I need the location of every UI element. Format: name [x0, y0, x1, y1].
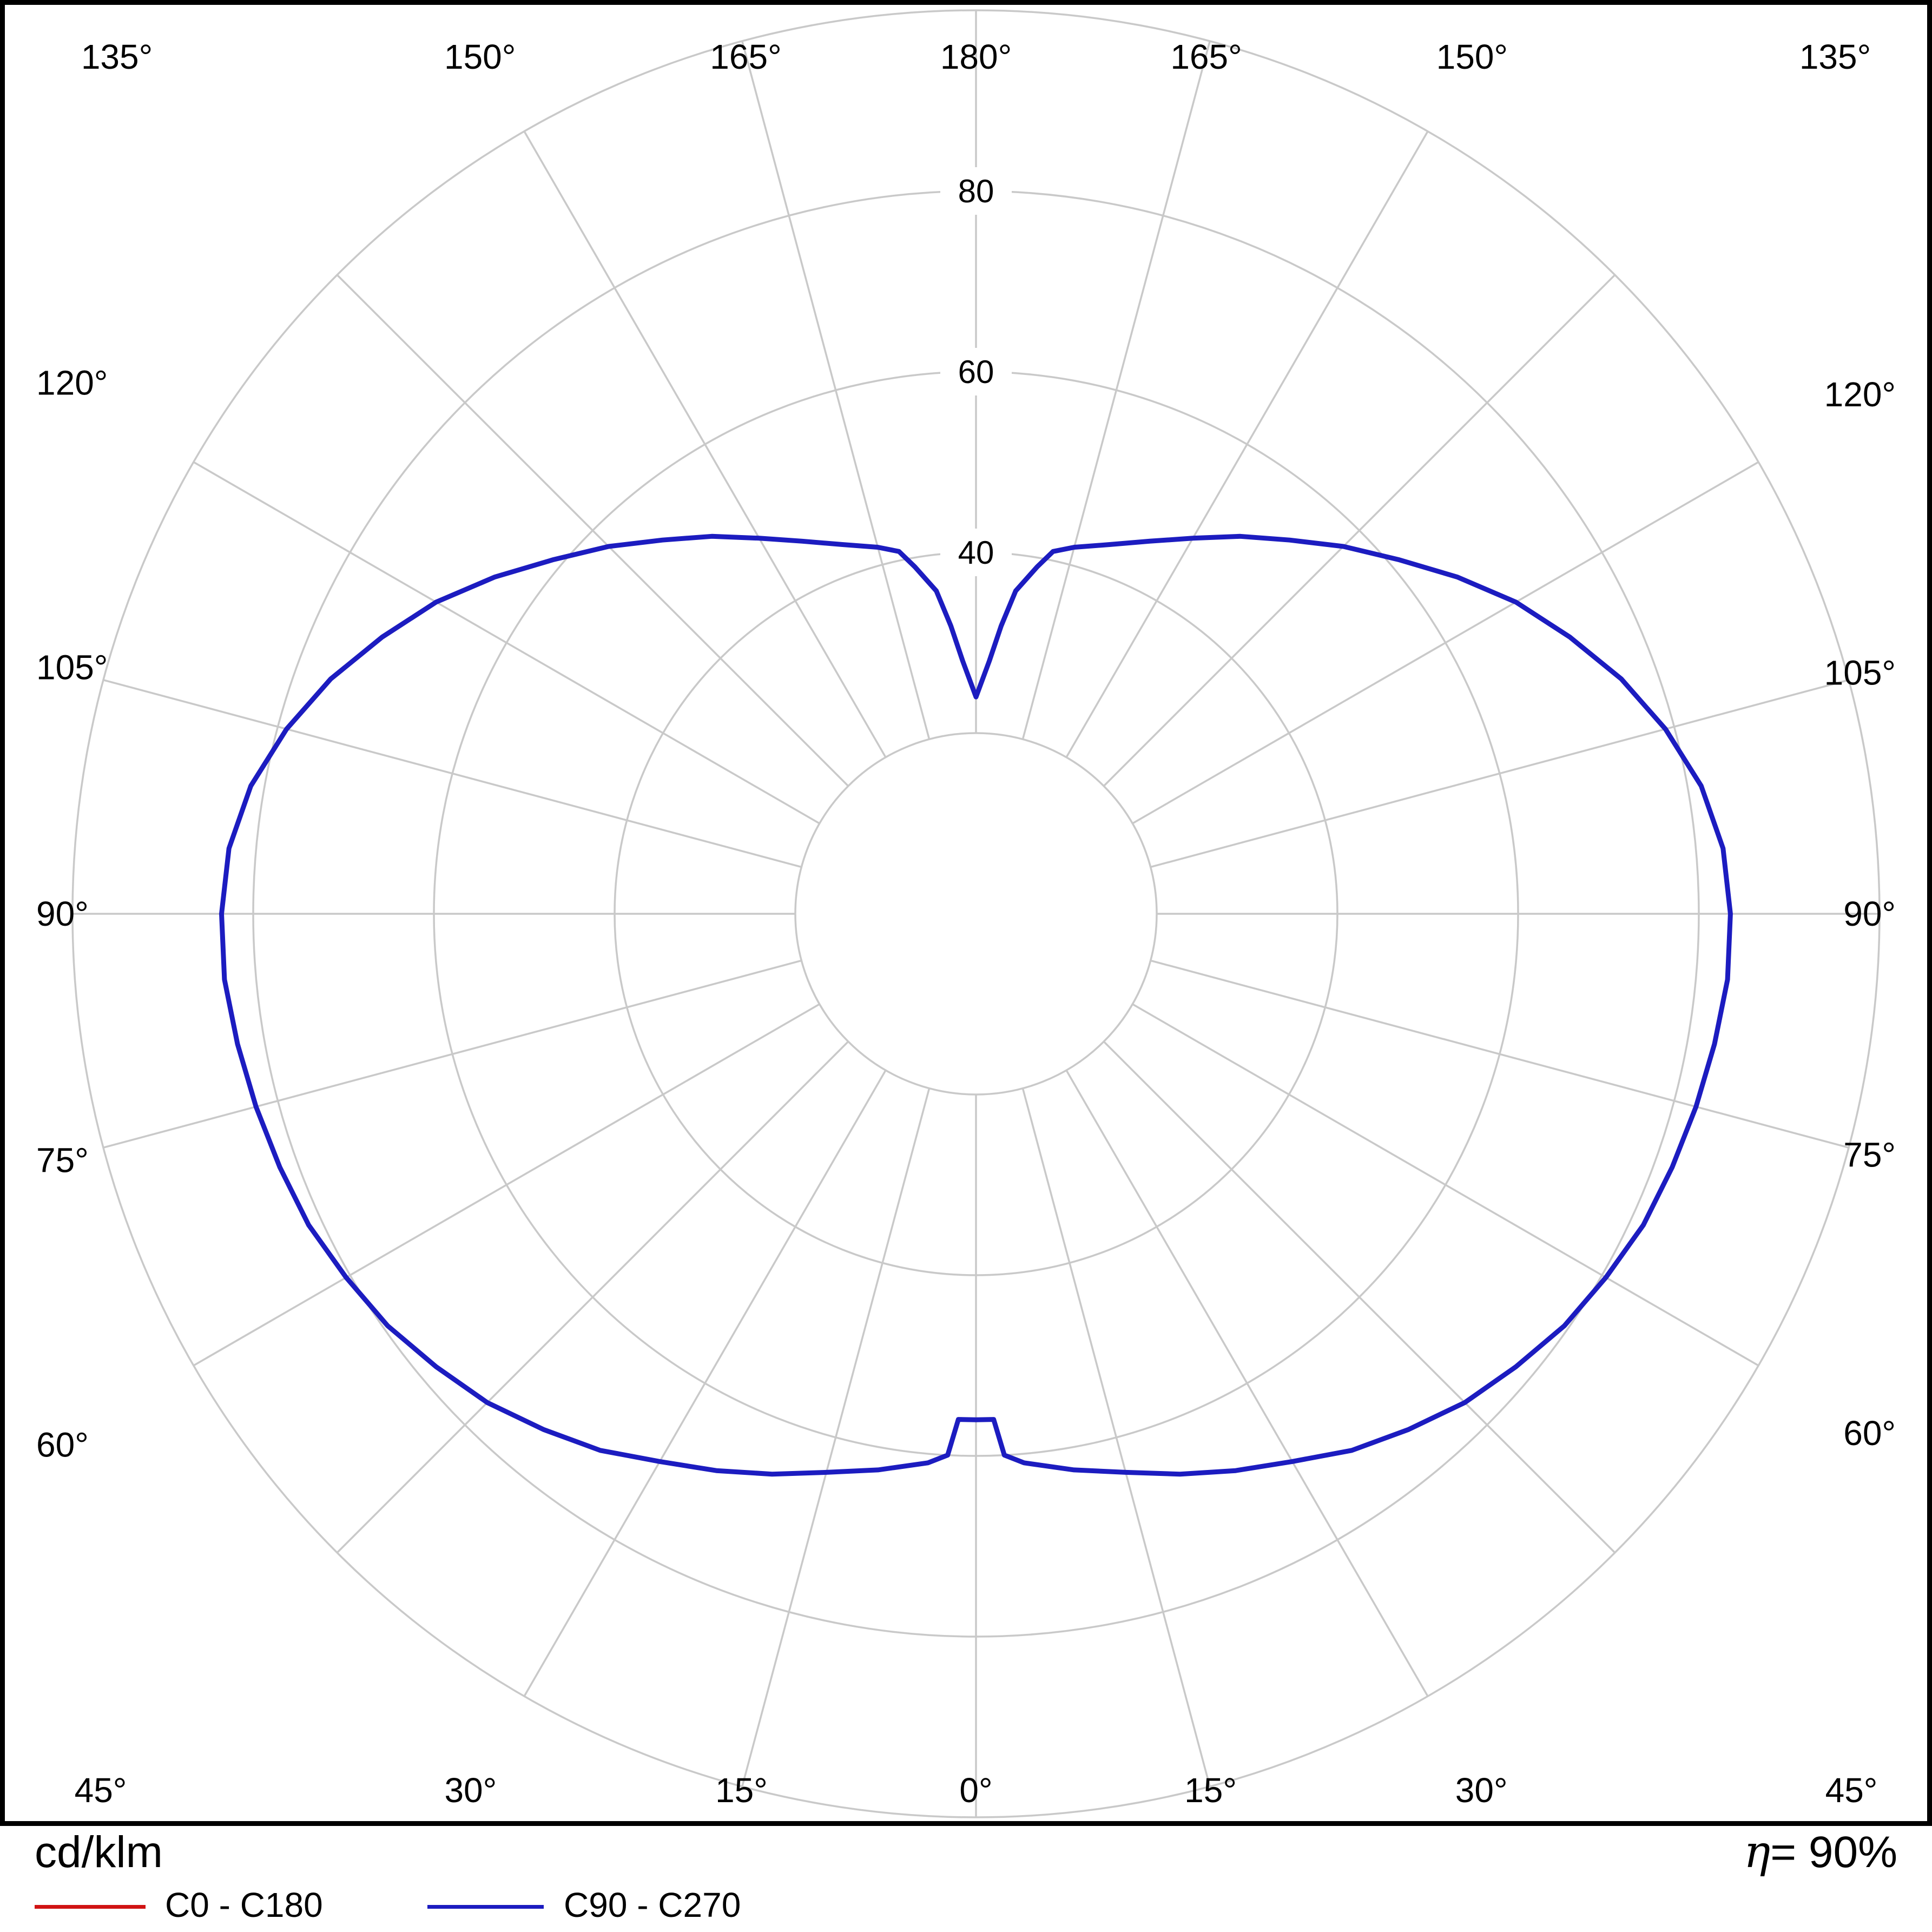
legend-line-c90-c270	[427, 1905, 544, 1909]
grid-spoke	[336, 1040, 849, 1554]
angle-label-30-left: 30°	[444, 1771, 497, 1810]
grid-spoke	[1065, 130, 1429, 758]
angle-label-105-right: 105°	[1824, 653, 1896, 692]
eta-value: = 90%	[1770, 1828, 1897, 1877]
grid-spoke	[1132, 461, 1759, 825]
angle-label-75-right: 75°	[1843, 1136, 1896, 1175]
angle-label-60-right: 60°	[1843, 1414, 1896, 1453]
angle-label-120-right: 120°	[1824, 375, 1896, 414]
angle-label-180: 180°	[940, 37, 1012, 76]
angle-label-135-left: 135°	[81, 37, 153, 76]
grid-spoke	[1103, 1040, 1616, 1554]
angle-label-45-left: 45°	[75, 1771, 127, 1810]
eta-symbol: η	[1744, 1827, 1771, 1878]
angle-label-120-left: 120°	[36, 364, 108, 403]
legend: C0 - C180 C90 - C270	[0, 1884, 1932, 1928]
grid-spoke	[193, 461, 820, 825]
grid-spoke	[103, 959, 802, 1149]
angle-label-15-right: 15°	[1184, 1771, 1237, 1810]
angle-label-75-left: 75°	[36, 1141, 89, 1180]
radial-tick-label: 40	[958, 535, 994, 571]
grid-spoke	[741, 41, 931, 740]
radial-tick-bg	[940, 348, 1012, 395]
angle-label-165-left: 165°	[710, 37, 781, 76]
footer: cd/klm η= 90% C0 - C180 C90 - C270	[0, 1826, 1932, 1932]
grid-spoke	[1021, 1088, 1211, 1787]
grid-spoke	[1150, 679, 1849, 868]
angle-label-90-left: 90°	[36, 894, 89, 933]
polar-plot-frame: 40 60 80 0° 15° 15° 30° 30° 45° 45° 60° 60° 75° 75° 90…	[0, 0, 1932, 1826]
units-label: cd/klm	[35, 1828, 163, 1877]
grid-spoke	[193, 1003, 820, 1367]
radial-tick-bg	[940, 167, 1012, 215]
radial-tick-bg	[940, 529, 1012, 576]
efficiency-label: η= 90%	[1744, 1830, 1897, 1875]
grid-spoke	[1150, 959, 1849, 1149]
angle-label-135-right: 135°	[1799, 37, 1871, 76]
legend-label-c0-c180: C0 - C180	[165, 1885, 323, 1924]
angle-label-45-right: 45°	[1825, 1771, 1878, 1810]
grid-spoke	[336, 274, 849, 787]
angle-label-105-left: 105°	[36, 648, 108, 687]
polar-chart-svg: 40 60 80 0° 15° 15° 30° 30° 45° 45° 60° 60° 75° 75° 90…	[36, 9, 1896, 1818]
grid-spoke	[741, 1088, 931, 1787]
radial-tick-label: 80	[958, 173, 994, 209]
grid-circle	[794, 732, 1158, 1096]
legend-label-c90-c270: C90 - C270	[564, 1885, 741, 1924]
angle-label-150-right: 150°	[1436, 37, 1508, 76]
angle-label-30-right: 30°	[1455, 1771, 1508, 1810]
grid-spoke	[103, 679, 802, 868]
grid-spoke	[1065, 1070, 1429, 1697]
curve-c90-c270	[219, 533, 1733, 1477]
angle-label-150-left: 150°	[444, 37, 516, 76]
angle-label-90-right: 90°	[1843, 894, 1896, 933]
grid-spoke	[523, 1070, 887, 1697]
grid-spoke	[1103, 274, 1616, 787]
angle-label-60-left: 60°	[36, 1425, 89, 1464]
angle-label-15-left: 15°	[715, 1771, 768, 1810]
grid-spoke	[1132, 1003, 1759, 1367]
angle-label-165-right: 165°	[1170, 37, 1242, 76]
legend-line-c0-c180	[35, 1905, 146, 1909]
radial-tick-label: 60	[958, 354, 994, 390]
grid-spoke	[1021, 41, 1211, 740]
angle-label-0: 0°	[959, 1771, 992, 1810]
grid-spoke	[523, 130, 887, 758]
